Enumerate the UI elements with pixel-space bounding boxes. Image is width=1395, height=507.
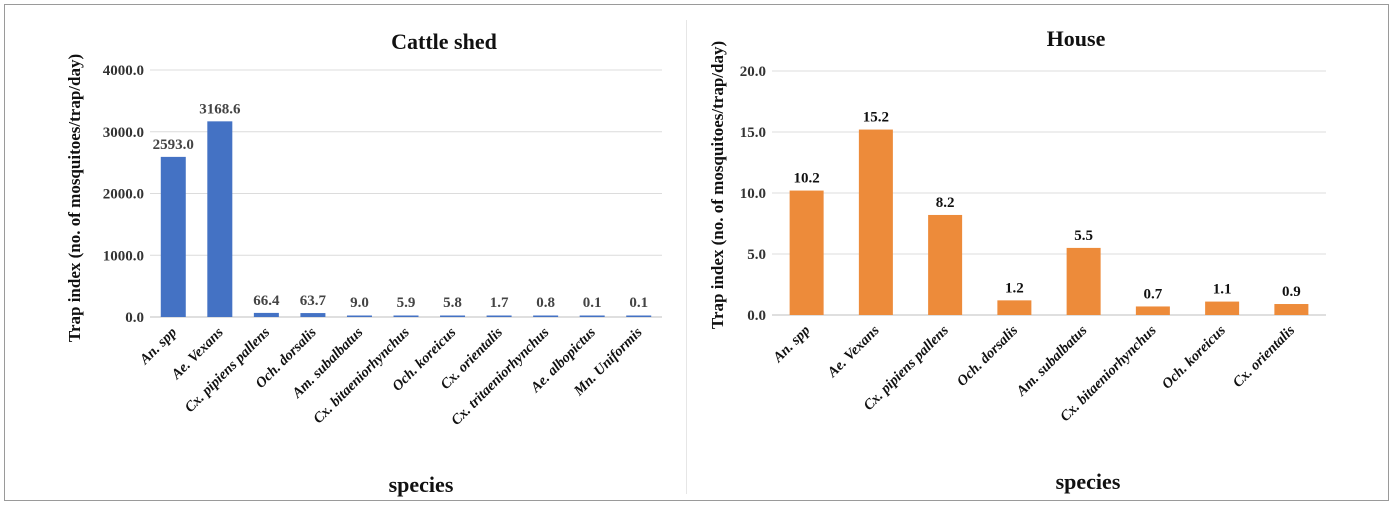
y-tick-label: 0.0 xyxy=(125,310,144,326)
x-tick-label: Och. dorsalis xyxy=(954,322,1021,389)
y-axis-label: Trap index (no. of mosquitoes/trap/day) xyxy=(708,41,727,329)
y-tick-label: 4000.0 xyxy=(103,63,144,79)
bar xyxy=(346,315,372,317)
bar xyxy=(300,313,326,317)
bar xyxy=(579,315,605,317)
x-tick-label: Ae. Vexans xyxy=(824,322,883,381)
chart-title: Cattle shed xyxy=(391,29,497,54)
cattle-shed-chart: Cattle shed Trap index (no. of mosquitoe… xyxy=(65,29,662,497)
data-label: 1.7 xyxy=(490,295,509,311)
x-axis-label: species xyxy=(1056,469,1121,494)
x-tick-label: Och. koreicus xyxy=(1159,322,1229,392)
y-axis-label: Trap index (no. of mosquitoes/trap/day) xyxy=(65,54,84,342)
bar xyxy=(1066,247,1101,315)
x-tick-label: Cx. pipiens pallens xyxy=(182,324,274,416)
data-label: 5.8 xyxy=(443,295,462,311)
data-label: 3168.6 xyxy=(199,101,241,117)
chart-title: House xyxy=(1047,26,1106,51)
y-tick-label: 15.0 xyxy=(740,125,766,141)
y-tick-label: 5.0 xyxy=(747,247,766,263)
data-label: 0.1 xyxy=(629,295,648,311)
data-label: 1.2 xyxy=(1005,280,1024,296)
data-label: 5.9 xyxy=(397,295,416,311)
data-label: 15.2 xyxy=(863,110,889,126)
data-label: 0.9 xyxy=(1282,284,1301,300)
bar xyxy=(1205,301,1240,315)
bar xyxy=(533,315,559,317)
data-label: 0.7 xyxy=(1144,286,1163,302)
data-label: 5.5 xyxy=(1074,228,1093,244)
bar xyxy=(1274,304,1309,315)
y-tick-label: 3000.0 xyxy=(103,125,144,141)
data-label: 10.2 xyxy=(794,171,820,187)
bar xyxy=(486,315,512,317)
x-axis-label: species xyxy=(389,472,454,497)
data-label: 8.2 xyxy=(936,195,955,211)
data-label: 0.1 xyxy=(583,295,602,311)
y-tick-label: 2000.0 xyxy=(103,187,144,203)
panel-divider xyxy=(686,20,687,494)
y-tick-label: 10.0 xyxy=(740,186,766,202)
bar xyxy=(997,300,1032,315)
figure-frame xyxy=(4,4,1389,501)
data-label: 9.0 xyxy=(350,295,369,311)
bar xyxy=(440,315,466,317)
bar xyxy=(253,312,279,317)
y-tick-label: 0.0 xyxy=(747,308,766,324)
bar xyxy=(160,156,186,317)
data-label: 2593.0 xyxy=(153,137,194,153)
x-tick-label: An. spp xyxy=(770,323,814,367)
bar xyxy=(207,121,233,317)
bar xyxy=(789,190,824,315)
x-tick-label: Cx. orientalis xyxy=(1230,322,1299,391)
y-tick-label: 1000.0 xyxy=(103,248,144,264)
data-label: 1.1 xyxy=(1213,282,1232,298)
bar xyxy=(393,315,419,317)
data-label: 63.7 xyxy=(300,293,327,309)
x-tick-label: Am. subalbatus xyxy=(1013,322,1091,400)
bar xyxy=(858,129,893,315)
house-chart: House Trap index (no. of mosquitoes/trap… xyxy=(708,26,1326,494)
data-label: 66.4 xyxy=(253,293,280,309)
bar xyxy=(928,214,963,315)
y-tick-label: 20.0 xyxy=(740,64,766,80)
x-tick-label: An. spp xyxy=(136,325,180,369)
data-label: 0.8 xyxy=(536,295,555,311)
bar xyxy=(626,315,652,317)
bar xyxy=(1135,306,1170,315)
